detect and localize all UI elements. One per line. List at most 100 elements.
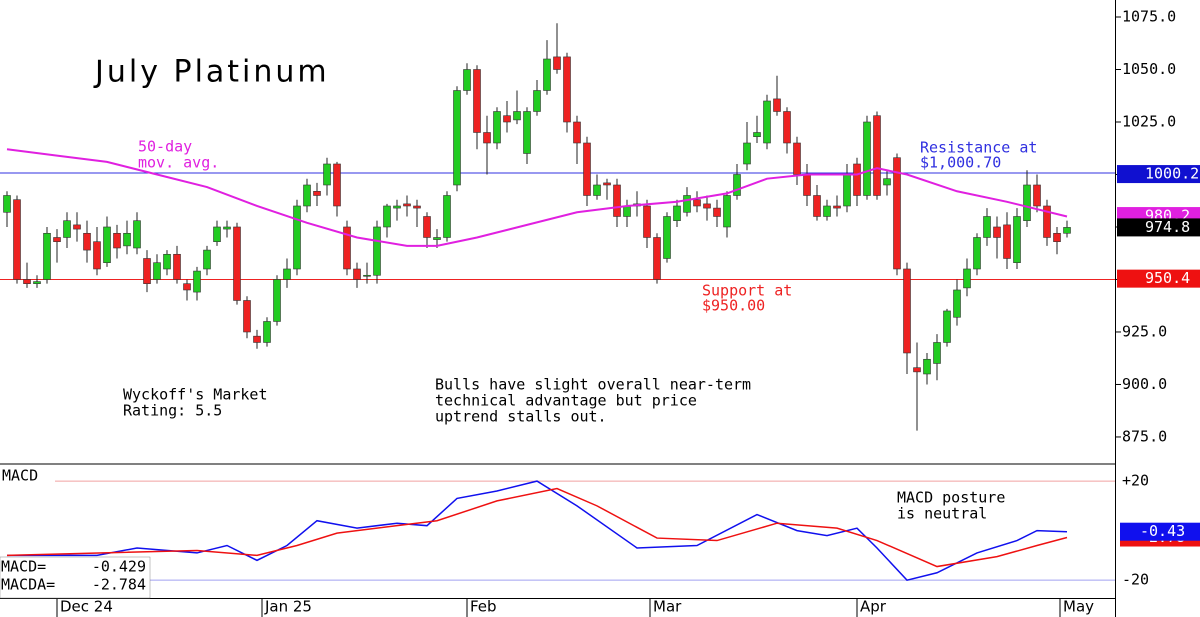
- x-tick-label: May: [1063, 598, 1094, 616]
- price-marker: [1117, 218, 1200, 237]
- macd-readout-box: [0, 556, 151, 599]
- macd-note: is neutral: [897, 505, 987, 523]
- candle-body: [703, 203, 711, 209]
- candle-body: [393, 205, 401, 209]
- candle-body: [823, 205, 831, 217]
- candle-body: [833, 205, 841, 209]
- candle-body: [663, 216, 671, 259]
- candle-body: [943, 310, 951, 343]
- candle-body: [543, 58, 551, 91]
- candle-body: [593, 184, 601, 196]
- x-tick-label: Dec 24: [60, 598, 113, 616]
- macd-line: [7, 480, 1068, 582]
- candle-body: [113, 232, 121, 249]
- rating-text: Wyckoff's Market: [123, 386, 268, 404]
- price-marker: [1117, 269, 1200, 288]
- candle-body: [603, 182, 611, 186]
- readout-label: MACD=: [1, 558, 46, 576]
- candle-body: [773, 98, 781, 112]
- macd-marker-label: -0.43: [1140, 522, 1185, 540]
- candle-body: [1063, 227, 1071, 234]
- candle-body: [333, 163, 341, 207]
- candle-body: [1023, 184, 1031, 221]
- candle-body: [303, 184, 311, 207]
- macd-marker: [1120, 522, 1200, 541]
- candle-body: [843, 174, 851, 207]
- candle-body: [583, 142, 591, 196]
- x-tick-label: Feb: [470, 598, 497, 616]
- candle-body: [523, 111, 531, 154]
- candle-body: [163, 253, 171, 270]
- candle-body: [83, 232, 91, 251]
- rating-text: Rating: 5.5: [123, 402, 222, 420]
- candle-body: [653, 237, 661, 280]
- candle-body: [713, 207, 721, 217]
- candle-body: [803, 174, 811, 196]
- candle-body: [313, 190, 321, 196]
- price-marker-label: 1000.2: [1145, 165, 1199, 183]
- candle-body: [613, 184, 621, 217]
- candle-body: [133, 220, 141, 249]
- candle-body: [643, 205, 651, 238]
- x-tick-label: Jan 25: [264, 598, 312, 616]
- candle-body: [373, 226, 381, 276]
- candle-body: [213, 226, 221, 242]
- candle-body: [873, 115, 881, 196]
- candle-body: [263, 321, 271, 343]
- candle-body: [253, 335, 261, 343]
- candle-body: [723, 195, 731, 228]
- x-tick-label: Apr: [860, 598, 887, 616]
- ma-label: 50-day: [138, 138, 192, 156]
- macd-line: [6, 487, 1068, 568]
- candle-body: [183, 283, 191, 291]
- candle-body: [233, 226, 241, 301]
- chart-title: July Platinum: [93, 55, 330, 90]
- candle-body: [933, 342, 941, 364]
- candle-body: [43, 232, 51, 280]
- candle-body: [553, 56, 561, 70]
- candle-body: [423, 216, 431, 238]
- candle-body: [103, 226, 111, 263]
- support-label: Support at: [702, 282, 792, 300]
- readout-label: MACDA=: [1, 576, 55, 594]
- candle-body: [863, 121, 871, 196]
- candle-body: [13, 199, 21, 280]
- candle-body: [623, 205, 631, 217]
- candle-body: [433, 237, 441, 240]
- candle-body: [293, 205, 301, 270]
- candle-body: [493, 111, 501, 144]
- y-tick-label: 900.0: [1122, 375, 1167, 393]
- candle-body: [223, 226, 231, 230]
- candle-body: [993, 226, 1001, 238]
- candle-body: [693, 199, 701, 207]
- x-tick-label: Mar: [653, 598, 682, 616]
- candle-body: [893, 157, 901, 270]
- candle-body: [533, 90, 541, 112]
- candle-body: [453, 90, 461, 186]
- candle-body: [1053, 232, 1061, 242]
- candle-body: [153, 262, 161, 280]
- candle-body: [383, 205, 391, 228]
- candle-body: [973, 237, 981, 270]
- candle-body: [173, 253, 181, 280]
- candle-body: [73, 224, 81, 230]
- candle-body: [363, 274, 371, 277]
- candle-body: [403, 203, 411, 207]
- candle-body: [513, 111, 521, 121]
- candle-body: [953, 289, 961, 318]
- price-marker-label: 974.8: [1145, 218, 1190, 236]
- candle-body: [683, 195, 691, 213]
- macd-note: MACD posture: [897, 489, 1005, 507]
- candle-body: [93, 241, 101, 270]
- macd-title: MACD: [2, 467, 38, 485]
- candle-body: [503, 115, 511, 123]
- candle-body: [193, 270, 201, 293]
- candle-body: [903, 268, 911, 354]
- candle-body: [793, 142, 801, 175]
- candle-body: [853, 163, 861, 196]
- candle-body: [53, 237, 61, 242]
- candle-body: [63, 220, 71, 238]
- candle-body: [763, 100, 771, 144]
- resistance-label: $1,000.70: [920, 154, 1001, 172]
- candle-body: [673, 205, 681, 221]
